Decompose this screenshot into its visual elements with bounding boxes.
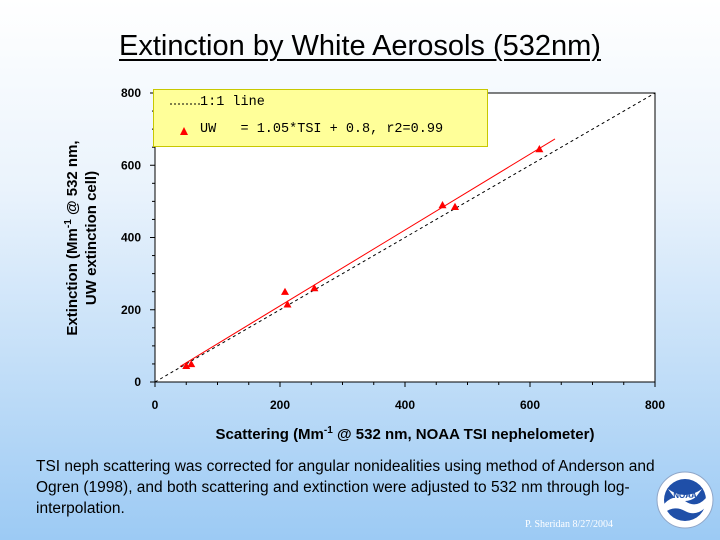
x-tick-label: 600: [520, 398, 540, 412]
legend-entry-uw: UW = 1.05*TSI + 0.8, r2=0.99: [154, 121, 487, 141]
y-tick-label: 600: [121, 158, 141, 172]
y-tick-label: 200: [121, 303, 141, 317]
y-axis: 0 200 400 600 800: [121, 86, 155, 389]
x-tick-label: 200: [270, 398, 290, 412]
y-tick-label: 400: [121, 231, 141, 245]
one-to-one-line: [154, 92, 656, 383]
author-credit: P. Sheridan 8/27/2004: [525, 519, 614, 530]
legend-entry-1to1: 1:1 line: [154, 94, 487, 114]
data-point: [438, 200, 447, 209]
y-tick-label: 800: [121, 86, 141, 100]
lines-layer: [154, 92, 656, 383]
x-tick-label: 800: [645, 398, 665, 412]
data-point: [535, 144, 544, 153]
x-axis-label: Scattering (Mm-1 @ 532 nm, NOAA TSI neph…: [215, 425, 595, 444]
data-point: [281, 287, 289, 295]
y-tick-label: 0: [134, 375, 141, 389]
noaa-logo: NOAA: [656, 471, 714, 529]
triangle-marker-icon: [180, 127, 188, 135]
svg-text:NOAA: NOAA: [673, 491, 697, 500]
x-tick-label: 400: [395, 398, 415, 412]
x-axis: 0 200 400 600 800: [152, 382, 665, 412]
data-point: [187, 359, 196, 368]
data-point: [283, 300, 292, 308]
x-tick-label: 0: [152, 398, 159, 412]
data-point: [451, 202, 459, 210]
points-layer: [182, 144, 544, 369]
fit-line: [179, 138, 556, 367]
data-point: [182, 361, 191, 369]
legend-label-1to1: 1:1 line: [200, 95, 265, 110]
y-axis-label: Extinction (Mm-1 @ 532 nm, UW extinction…: [63, 140, 100, 336]
legend-label-uw: UW = 1.05*TSI + 0.8, r2=0.99: [200, 122, 444, 137]
dashed-line-icon: [170, 103, 200, 105]
data-point: [310, 284, 319, 292]
caption: TSI neph scattering was corrected for an…: [36, 458, 655, 517]
legend: 1:1 line UW = 1.05*TSI + 0.8, r2=0.99: [153, 89, 488, 147]
chart-title: Extinction by White Aerosols (532nm): [119, 30, 601, 62]
